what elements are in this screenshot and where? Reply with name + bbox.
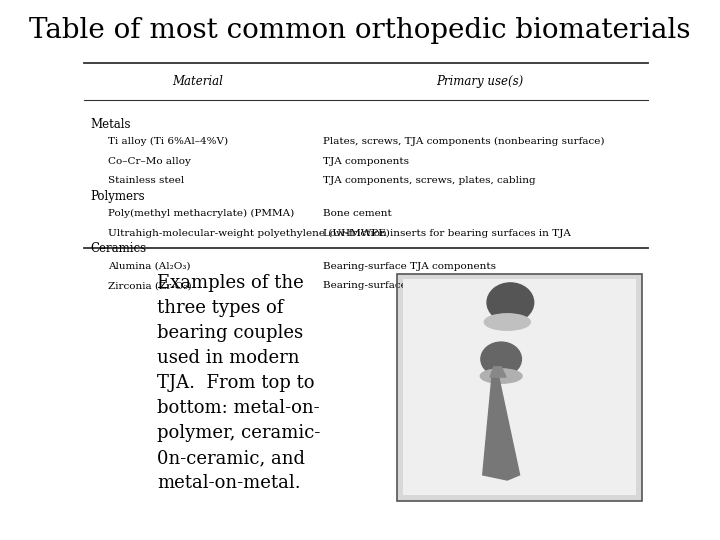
Text: TJA components, screws, plates, cabling: TJA components, screws, plates, cabling: [323, 177, 536, 185]
Ellipse shape: [485, 314, 531, 330]
Text: Bearing-surface TJA components: Bearing-surface TJA components: [323, 262, 496, 271]
Ellipse shape: [480, 369, 522, 383]
Text: Ultrahigh-molecular-weight polyethylene (UHMWPE): Ultrahigh-molecular-weight polyethylene …: [109, 229, 390, 238]
Polygon shape: [482, 377, 520, 480]
Text: Poly(methyl methacrylate) (PMMA): Poly(methyl methacrylate) (PMMA): [109, 210, 294, 219]
FancyBboxPatch shape: [397, 274, 642, 501]
Text: Metals: Metals: [90, 118, 130, 131]
Polygon shape: [490, 367, 506, 377]
Text: Ceramics: Ceramics: [90, 242, 146, 255]
Circle shape: [481, 342, 521, 376]
Text: Bearing-surface TJA components: Bearing-surface TJA components: [323, 281, 496, 291]
Text: Alumina (Al₂O₃): Alumina (Al₂O₃): [109, 262, 191, 271]
Text: Low-friction inserts for bearing surfaces in TJA: Low-friction inserts for bearing surface…: [323, 229, 571, 238]
Text: Bone cement: Bone cement: [323, 210, 392, 218]
Text: Table of most common orthopedic biomaterials: Table of most common orthopedic biomater…: [30, 17, 690, 44]
Text: Co–Cr–Mo alloy: Co–Cr–Mo alloy: [109, 157, 192, 166]
FancyBboxPatch shape: [403, 279, 636, 496]
Text: Material: Material: [172, 75, 222, 88]
Circle shape: [487, 283, 534, 322]
Text: Examples of the
three types of
bearing couples
used in modern
TJA.  From top to
: Examples of the three types of bearing c…: [158, 274, 321, 492]
Text: TJA components: TJA components: [323, 157, 409, 166]
Text: Plates, screws, TJA components (nonbearing surface): Plates, screws, TJA components (nonbeari…: [323, 137, 605, 146]
Text: Ti alloy (Ti 6%Al–4%V): Ti alloy (Ti 6%Al–4%V): [109, 137, 228, 146]
Text: Primary use(s): Primary use(s): [436, 75, 523, 88]
Text: Zirconia (Zr-O₂): Zirconia (Zr-O₂): [109, 281, 192, 291]
Text: Stainless steel: Stainless steel: [109, 177, 184, 185]
Text: Polymers: Polymers: [90, 190, 145, 202]
